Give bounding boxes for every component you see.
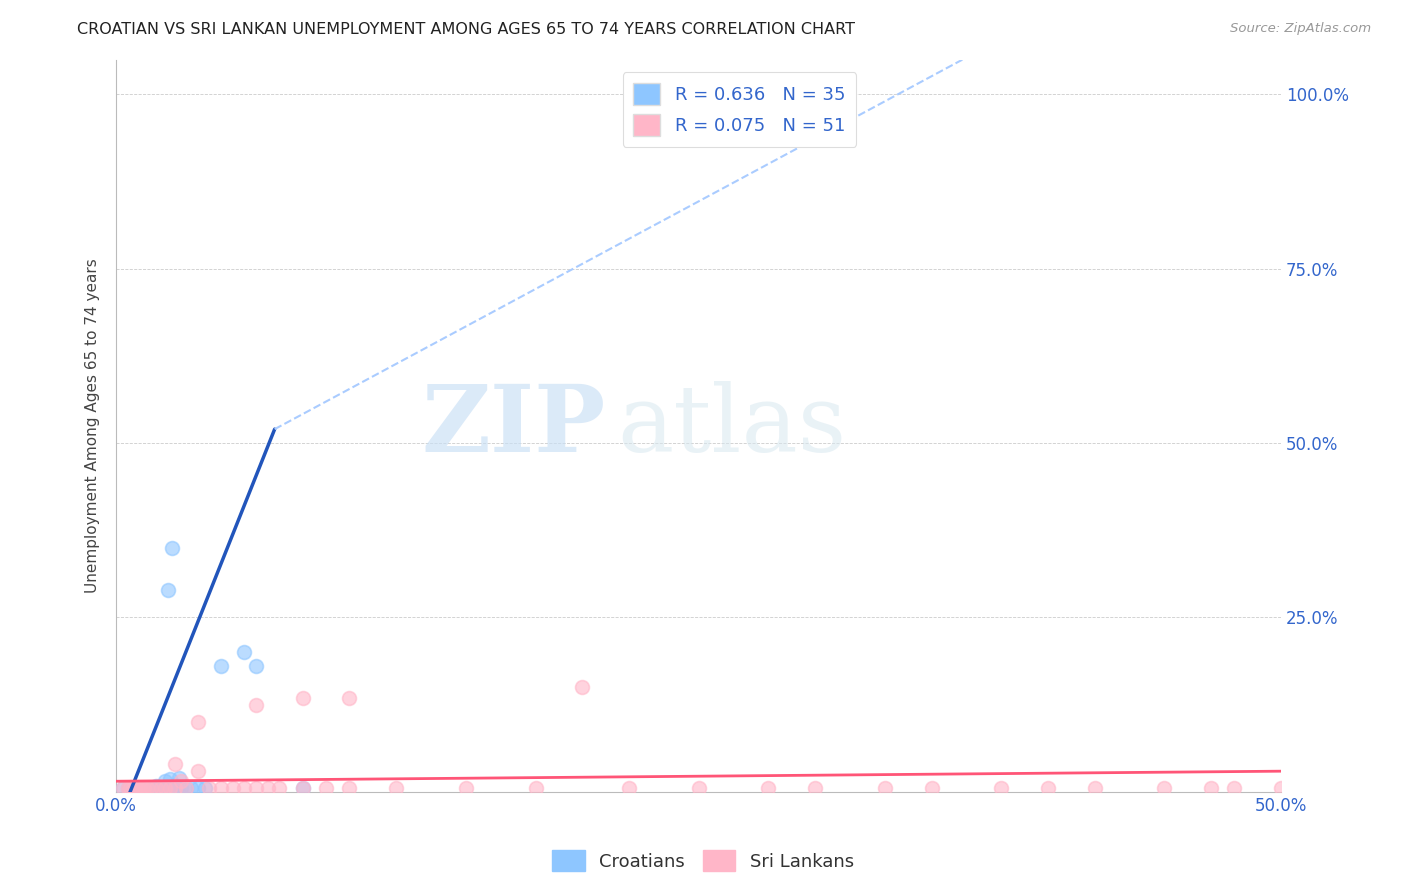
Point [124,781,146,796]
Point [148,781,170,796]
Point [156,582,179,597]
Point [120,781,142,796]
Point [128,781,150,796]
Point [149,781,172,796]
Point [163,756,186,771]
Point [233,645,256,659]
Point [145,781,167,796]
Point [149,781,172,796]
Point [194,781,217,796]
Point [135,781,157,796]
Point [245,659,267,673]
Point [138,781,160,796]
Point [804,781,827,796]
Point [141,781,163,796]
Point [209,659,232,673]
Point [291,690,314,705]
Point [160,541,183,555]
Point [269,781,291,796]
Point [198,781,221,796]
Point [121,781,143,796]
Point [159,772,181,786]
Point [1084,781,1107,796]
Point [121,781,143,796]
Point [1270,781,1292,796]
Point [990,781,1012,796]
Point [1036,781,1059,796]
Point [170,781,193,796]
Point [131,781,153,796]
Point [166,781,188,796]
Point [233,781,256,796]
Legend: R = 0.636   N = 35, R = 0.075   N = 51: R = 0.636 N = 35, R = 0.075 N = 51 [623,72,856,147]
Point [153,781,176,796]
Point [142,781,165,796]
Text: CROATIAN VS SRI LANKAN UNEMPLOYMENT AMONG AGES 65 TO 74 YEARS CORRELATION CHART: CROATIAN VS SRI LANKAN UNEMPLOYMENT AMON… [77,22,855,37]
Point [291,781,314,796]
Point [571,680,593,694]
Point [180,781,202,796]
Point [617,781,640,796]
Point [160,781,183,796]
Y-axis label: Unemployment Among Ages 65 to 74 years: Unemployment Among Ages 65 to 74 years [86,259,100,593]
Point [159,781,181,796]
Point [209,781,232,796]
Point [152,781,174,796]
Point [758,781,780,796]
Point [245,781,267,796]
Point [141,781,163,796]
Point [112,781,135,796]
Text: atlas: atlas [617,381,846,471]
Point [187,714,209,729]
Point [1223,781,1246,796]
Point [337,690,360,705]
Point [120,781,142,796]
Point [385,781,408,796]
Point [1153,781,1175,796]
Point [163,781,186,796]
Legend: Croatians, Sri Lankans: Croatians, Sri Lankans [546,843,860,879]
Point [245,698,267,712]
Point [921,781,943,796]
Point [873,781,896,796]
Point [135,781,157,796]
Point [337,781,360,796]
Point [187,781,209,796]
Point [127,781,149,796]
Point [174,781,197,796]
Point [145,779,167,793]
Point [134,781,156,796]
Point [170,774,193,789]
Point [156,781,179,796]
Point [222,781,245,796]
Text: Source: ZipAtlas.com: Source: ZipAtlas.com [1230,22,1371,36]
Point [112,781,135,796]
Point [128,781,150,796]
Point [117,781,139,796]
Point [187,764,209,778]
Point [131,781,153,796]
Point [454,781,477,796]
Point [167,771,190,785]
Point [315,781,337,796]
Point [256,781,278,796]
Point [117,781,139,796]
Point [174,781,197,796]
Point [291,781,314,796]
Point [163,778,186,792]
Point [688,781,710,796]
Text: ZIP: ZIP [422,381,606,471]
Point [124,781,146,796]
Point [134,781,156,796]
Point [524,781,547,796]
Point [127,781,149,796]
Point [1199,781,1222,796]
Point [153,774,176,789]
